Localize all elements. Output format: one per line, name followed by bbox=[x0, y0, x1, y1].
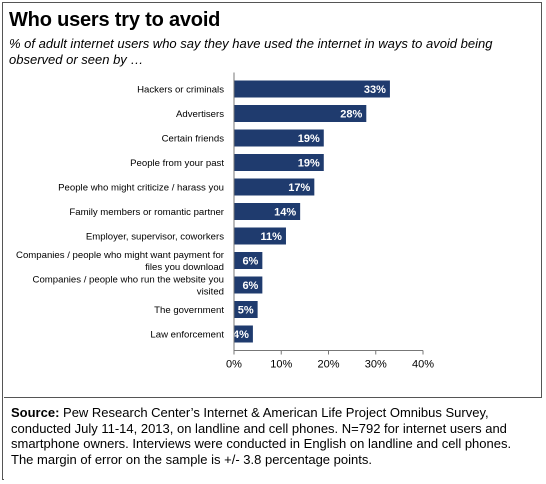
bar-8 bbox=[234, 276, 263, 294]
bar-10 bbox=[234, 325, 253, 343]
bar-2 bbox=[234, 129, 324, 147]
category-label-7: Companies / people who might want paymen… bbox=[16, 250, 225, 273]
chart-subtitle: % of adult internet users who say they h… bbox=[9, 36, 493, 67]
value-label-9: 5% bbox=[238, 305, 254, 317]
bar-3 bbox=[234, 154, 324, 171]
bar-1 bbox=[234, 105, 367, 122]
value-label-4: 17% bbox=[288, 182, 310, 194]
x-tick-label-2: 20% bbox=[317, 359, 339, 371]
bar-4 bbox=[234, 178, 315, 196]
bar-7 bbox=[234, 252, 263, 269]
x-tick-label-4: 40% bbox=[412, 359, 434, 371]
value-label-7: 6% bbox=[242, 256, 258, 268]
category-label-9: The government bbox=[154, 305, 224, 316]
value-label-1: 28% bbox=[340, 109, 362, 121]
bar-6 bbox=[234, 227, 286, 245]
value-label-0: 33% bbox=[364, 84, 386, 96]
category-label-3: People from your past bbox=[130, 158, 224, 169]
category-label-8: Companies / people who run the website y… bbox=[33, 275, 224, 298]
bar-0 bbox=[234, 80, 390, 98]
category-label-5: Family members or romantic partner bbox=[69, 207, 224, 218]
category-label-0: Hackers or criminals bbox=[137, 85, 224, 96]
source-label: Source: bbox=[11, 405, 60, 420]
value-label-10: 4% bbox=[233, 329, 249, 341]
source-text: Pew Research Center’s Internet & America… bbox=[11, 405, 512, 467]
source-note: Source: Pew Research Center’s Internet &… bbox=[4, 397, 542, 480]
x-tick-label-0: 0% bbox=[226, 359, 242, 371]
x-tick-label-1: 10% bbox=[270, 359, 292, 371]
value-label-8: 6% bbox=[242, 280, 258, 292]
category-label-2: Certain friends bbox=[162, 134, 225, 145]
chart-title: Who users try to avoid bbox=[9, 9, 221, 31]
category-label-10: Law enforcement bbox=[150, 330, 224, 341]
value-label-2: 19% bbox=[298, 133, 320, 145]
category-label-1: Advertisers bbox=[176, 109, 224, 120]
x-tick-label-3: 30% bbox=[365, 359, 387, 371]
bar-5 bbox=[234, 203, 301, 220]
bar-9 bbox=[234, 301, 258, 318]
category-label-6: Employer, supervisor, coworkers bbox=[86, 232, 224, 243]
value-label-6: 11% bbox=[261, 231, 283, 243]
value-label-5: 14% bbox=[274, 207, 296, 219]
category-label-4: People who might criticize / harass you bbox=[58, 183, 224, 194]
value-label-3: 19% bbox=[298, 158, 320, 170]
